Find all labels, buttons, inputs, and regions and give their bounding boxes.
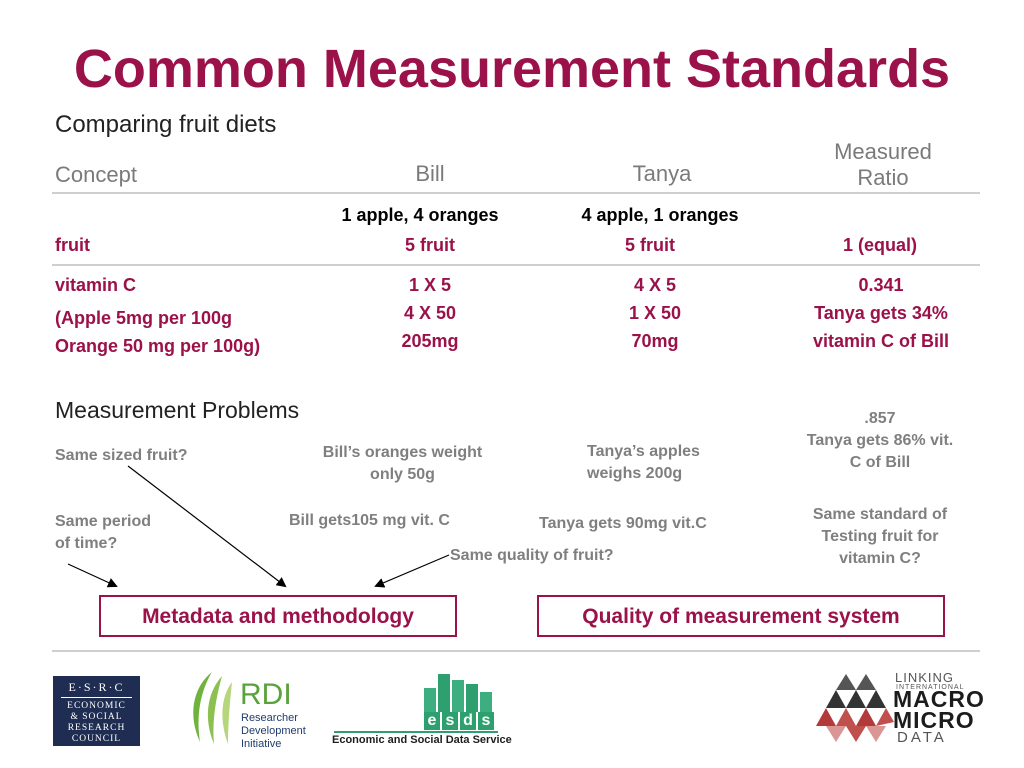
metadata-methodology-box: Metadata and methodology (99, 595, 457, 637)
row-divider (52, 264, 980, 266)
note-ratio-857-line3: C of Bill (849, 454, 911, 471)
tanya-vitamin: 4 X 5 1 X 50 70mg (565, 271, 745, 355)
esds-letters: e s d s (424, 712, 494, 730)
esrc-logo: E·S·R·C ECONOMIC & SOCIAL RESEARCH COUNC… (53, 676, 140, 746)
esds-letter-s2: s (478, 712, 494, 730)
ratio-vitamin-line2: Tanya gets 34% (814, 303, 948, 323)
note-ratio-857-line1: .857 (864, 410, 896, 427)
esrc-logo-line3: RESEARCH (67, 723, 126, 733)
esds-bars-icon (424, 674, 492, 712)
vitamin-note-line2: Orange 50 mg per 100g) (55, 336, 261, 356)
ratio-fruit: 1 (equal) (842, 235, 917, 255)
ratio-vitamin-line3: vitamin C of Bill (812, 331, 949, 351)
problems-heading: Measurement Problems (55, 397, 300, 423)
header-divider (52, 192, 980, 194)
note-ratio-857-line2: Tanya gets 86% vit. (806, 432, 954, 449)
bill-fruit: 5 fruit (404, 235, 455, 255)
esds-underline (334, 731, 498, 733)
header-ratio: Measured Ratio (818, 139, 948, 191)
ratio-vitamin: 0.341 Tanya gets 34% vitamin C of Bill (770, 271, 992, 355)
note-same-standard-line1: Same standard of (812, 506, 948, 523)
lmm-logo-data: DATA (897, 729, 947, 746)
arrow-same-sized (127, 465, 287, 588)
arrow-same-period (67, 563, 118, 588)
esds-letter-e: e (424, 712, 440, 730)
tanya-fruit-desc: 4 apple, 1 oranges (581, 205, 739, 225)
esrc-logo-line1: ECONOMIC (67, 701, 126, 711)
lmm-logo-micro: MICRO (893, 707, 975, 733)
note-tanya-apples: Tanya’s apples weighs 200g (587, 441, 700, 485)
note-same-period-line1: Same period (55, 513, 152, 530)
footer-divider (52, 650, 980, 652)
concept-vitamin-c: vitamin C (55, 275, 137, 295)
esrc-logo-top: E·S·R·C (68, 680, 125, 694)
note-bill-oranges: Bill’s oranges weight only 50g (290, 442, 515, 486)
quality-measurement-box: Quality of measurement system (537, 595, 945, 637)
esds-letter-d: d (460, 712, 476, 730)
bill-vitamin-line3: 205mg (401, 331, 459, 351)
rdi-swoosh-icon (193, 672, 232, 744)
tanya-vitamin-line3: 70mg (631, 331, 679, 351)
rdi-logo-subtitle: Researcher Development Initiative (241, 712, 306, 751)
note-same-period: Same period of time? (55, 511, 151, 555)
note-bill-oranges-line1: Bill’s oranges weight (322, 444, 483, 461)
note-same-period-line2: of time? (55, 535, 118, 552)
rdi-logo-line1: Researcher (241, 712, 298, 724)
note-tanya-gets: Tanya gets 90mg vit.C (539, 515, 707, 532)
header-bill: Bill (415, 161, 445, 186)
rdi-logo-text: RDI (240, 678, 292, 711)
arrow-same-quality (374, 554, 450, 588)
note-same-sized: Same sized fruit? (55, 447, 188, 464)
esrc-logo-line4: COUNCIL (71, 734, 122, 744)
esds-letter-s: s (442, 712, 458, 730)
concept-fruit: fruit (55, 235, 90, 255)
note-tanya-apples-line2: weighs 200g (587, 465, 683, 482)
bill-fruit-desc: 1 apple, 4 oranges (341, 205, 499, 225)
bill-vitamin-line1: 1 X 5 (408, 275, 452, 295)
header-concept: Concept (55, 162, 137, 187)
vitamin-note: (Apple 5mg per 100g Orange 50 mg per 100… (55, 304, 260, 360)
lmm-logo-macro: MACRO (893, 686, 985, 712)
note-ratio-857: .857 Tanya gets 86% vit. C of Bill (775, 408, 985, 474)
header-ratio-line2: Ratio (857, 165, 909, 190)
bill-vitamin: 1 X 5 4 X 50 205mg (340, 271, 520, 355)
tanya-vitamin-line2: 1 X 50 (628, 303, 682, 323)
tanya-vitamin-line1: 4 X 5 (633, 275, 677, 295)
vitamin-note-line1: (Apple 5mg per 100g (55, 308, 233, 328)
note-bill-gets: Bill gets105 mg vit. C (289, 512, 450, 529)
bill-vitamin-line2: 4 X 50 (403, 303, 457, 323)
note-tanya-apples-line1: Tanya’s apples (587, 443, 700, 460)
note-same-standard-line2: Testing fruit for (821, 528, 939, 545)
header-tanya: Tanya (632, 161, 692, 186)
note-same-standard: Same standard of Testing fruit for vitam… (775, 504, 985, 570)
lmm-logo-macro-micro: MACRO MICRO (893, 686, 985, 733)
header-ratio-line1: Measured (834, 139, 932, 164)
esrc-logo-line2: & SOCIAL (70, 712, 123, 722)
lmm-triangles-icon (816, 674, 894, 742)
slide-subtitle: Comparing fruit diets (55, 111, 277, 138)
ratio-vitamin-line1: 0.341 (858, 275, 904, 295)
note-same-quality: Same quality of fruit? (450, 547, 614, 564)
esds-logo-caption: Economic and Social Data Service (332, 734, 512, 746)
lmm-logo-linking: LINKING (895, 670, 955, 685)
slide-title: Common Measurement Standards (73, 39, 951, 99)
tanya-fruit: 5 fruit (624, 235, 675, 255)
lmm-logo-international: INTERNATIONAL (896, 684, 965, 691)
note-same-standard-line3: vitamin C? (839, 550, 921, 567)
rdi-logo-line2: Development (241, 725, 306, 737)
esrc-logo-separator (61, 697, 132, 698)
note-bill-oranges-line2: only 50g (370, 466, 435, 483)
rdi-logo-line3: Initiative (241, 738, 282, 750)
